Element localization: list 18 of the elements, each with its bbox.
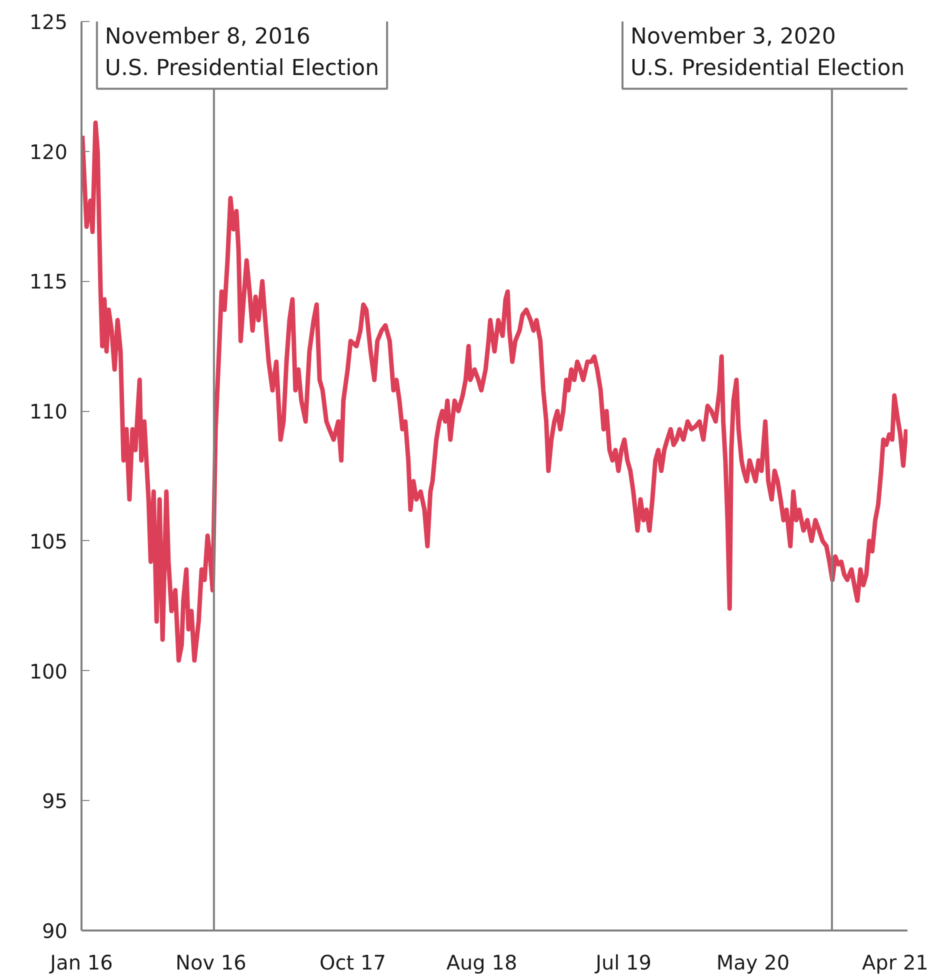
x-tick-label: May 20 — [716, 950, 790, 974]
x-tick-label: Apr 21 — [862, 950, 928, 974]
x-tick-label: Jan 16 — [48, 950, 113, 974]
x-tick-label: Aug 18 — [446, 950, 518, 974]
x-tick-label: Oct 17 — [320, 950, 386, 974]
ref-line-label: November 8, 2016 U.S. Presidential Election — [104, 24, 380, 81]
y-tick-label: 90 — [42, 919, 68, 943]
line-series — [82, 120, 908, 663]
y-tick-label: 125 — [29, 10, 68, 34]
y-tick-label: 105 — [29, 529, 68, 554]
y-tick-label: 115 — [29, 270, 68, 294]
y-tick-label: 95 — [42, 789, 68, 814]
y-tick-label: 100 — [29, 659, 68, 684]
x-tick-label: Nov 16 — [176, 950, 246, 974]
x-tick-label: Jul 19 — [594, 950, 652, 974]
y-tick-label: 120 — [29, 140, 68, 164]
ref-line-label: November 3, 2020 U.S. Presidential Election — [630, 24, 905, 81]
y-tick-label: 110 — [29, 400, 68, 424]
